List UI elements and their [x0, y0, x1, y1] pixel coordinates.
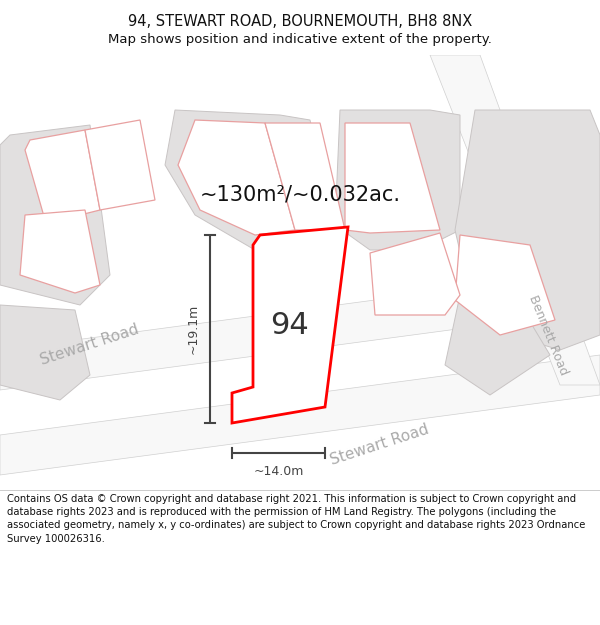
Text: Stewart Road: Stewart Road	[39, 322, 141, 368]
Polygon shape	[178, 120, 295, 235]
Polygon shape	[455, 110, 600, 350]
Polygon shape	[165, 110, 335, 250]
Polygon shape	[335, 110, 460, 250]
Text: 94, STEWART ROAD, BOURNEMOUTH, BH8 8NX: 94, STEWART ROAD, BOURNEMOUTH, BH8 8NX	[128, 14, 472, 29]
Polygon shape	[345, 123, 440, 233]
Text: ~130m²/~0.032ac.: ~130m²/~0.032ac.	[200, 185, 401, 205]
Polygon shape	[20, 210, 100, 293]
Polygon shape	[265, 123, 345, 230]
Polygon shape	[0, 305, 90, 400]
Polygon shape	[85, 120, 155, 210]
Polygon shape	[232, 227, 348, 423]
Text: ~19.1m: ~19.1m	[187, 304, 200, 354]
Text: Stewart Road: Stewart Road	[329, 422, 431, 468]
Text: Map shows position and indicative extent of the property.: Map shows position and indicative extent…	[108, 33, 492, 46]
Polygon shape	[445, 295, 550, 395]
Polygon shape	[0, 125, 110, 305]
Polygon shape	[0, 355, 600, 475]
Text: Bennett Road: Bennett Road	[526, 293, 570, 377]
Text: Contains OS data © Crown copyright and database right 2021. This information is : Contains OS data © Crown copyright and d…	[7, 494, 586, 544]
Text: 94: 94	[271, 311, 310, 339]
Polygon shape	[370, 233, 460, 315]
Text: ~14.0m: ~14.0m	[253, 465, 304, 478]
Polygon shape	[0, 270, 600, 390]
Polygon shape	[25, 130, 100, 220]
Polygon shape	[430, 55, 600, 385]
Polygon shape	[455, 235, 555, 335]
